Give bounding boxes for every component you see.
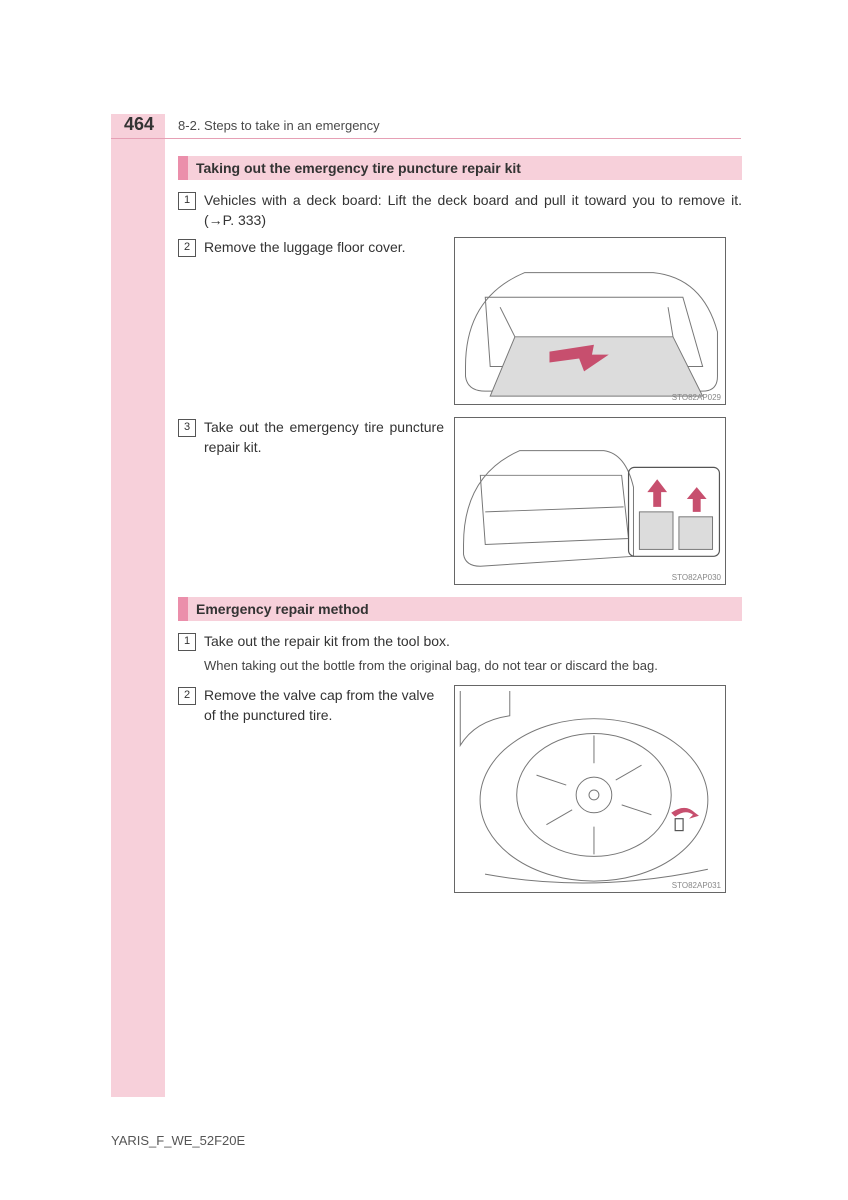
step-number: 3: [178, 419, 196, 437]
figure-tire-valve: STO82AP031: [454, 685, 726, 893]
step-text: Take out the emergency tire puncture rep…: [204, 417, 444, 458]
figure-code: STO82AP029: [672, 393, 721, 402]
doc-footer-code: YARIS_F_WE_52F20E: [111, 1133, 245, 1148]
step-m1: 1 Take out the repair kit from the tool …: [178, 631, 742, 651]
heading-text: Taking out the emergency tire puncture r…: [188, 156, 742, 180]
step-m1-note: When taking out the bottle from the orig…: [204, 657, 742, 675]
heading-accent: [178, 597, 188, 621]
page-header: 464 8-2. Steps to take in an emergency: [124, 114, 380, 135]
step-text: Take out the repair kit from the tool bo…: [204, 631, 742, 651]
side-tab: [111, 114, 165, 1097]
illustration-wheel-valve-cap: [455, 686, 725, 892]
illustration-trunk-kit: [455, 418, 725, 584]
step-text: Vehicles with a deck board: Lift the dec…: [204, 190, 742, 231]
heading-taking-out: Taking out the emergency tire puncture r…: [178, 156, 742, 180]
figure-code: STO82AP030: [672, 573, 721, 582]
figure-luggage-cover: STO82AP029: [454, 237, 726, 405]
step-number: 1: [178, 633, 196, 651]
step-text: Remove the luggage floor cover.: [204, 237, 444, 257]
step-2-row: 2 Remove the luggage floor cover.: [178, 237, 742, 405]
header-rule: [111, 138, 741, 139]
heading-accent: [178, 156, 188, 180]
page-number: 464: [124, 114, 154, 135]
step-2: 2 Remove the luggage floor cover.: [178, 237, 444, 257]
step-3: 3 Take out the emergency tire puncture r…: [178, 417, 444, 458]
step-1: 1 Vehicles with a deck board: Lift the d…: [178, 190, 742, 231]
step-number: 2: [178, 687, 196, 705]
step-text: Remove the valve cap from the valve of t…: [204, 685, 444, 726]
step-3-row: 3 Take out the emergency tire puncture r…: [178, 417, 742, 585]
illustration-trunk-open: [455, 238, 725, 404]
figure-code: STO82AP031: [672, 881, 721, 890]
step-m2: 2 Remove the valve cap from the valve of…: [178, 685, 444, 726]
step-number: 1: [178, 192, 196, 210]
heading-repair-method: Emergency repair method: [178, 597, 742, 621]
heading-text: Emergency repair method: [188, 597, 742, 621]
step-number: 2: [178, 239, 196, 257]
content-area: Taking out the emergency tire puncture r…: [178, 156, 742, 905]
section-crumb: 8-2. Steps to take in an emergency: [178, 118, 380, 133]
step-m2-row: 2 Remove the valve cap from the valve of…: [178, 685, 742, 893]
figure-repair-kit-location: STO82AP030: [454, 417, 726, 585]
